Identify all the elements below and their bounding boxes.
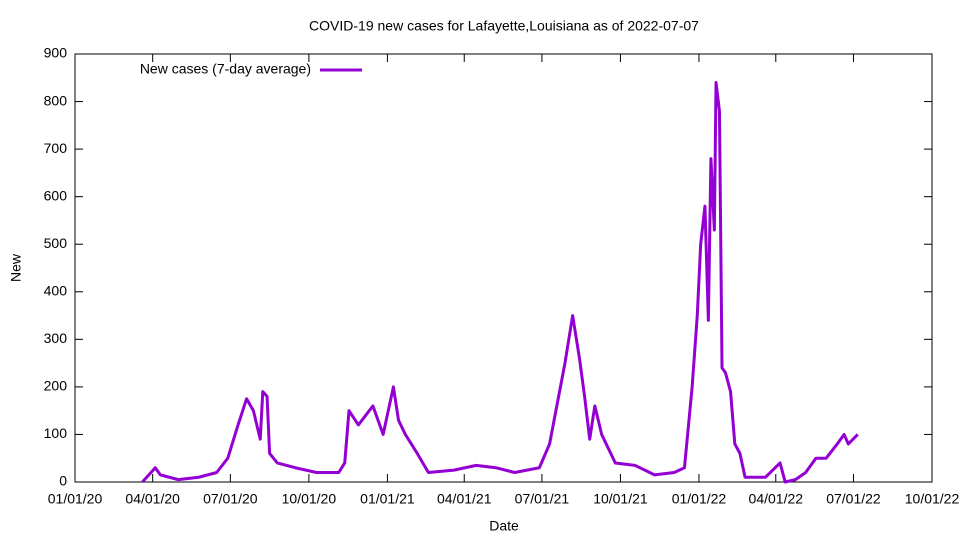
x-tick-label: 04/01/21 xyxy=(437,491,492,507)
y-tick-label: 600 xyxy=(44,187,68,203)
y-tick-label: 800 xyxy=(44,92,68,108)
y-tick-label: 0 xyxy=(59,473,67,489)
x-tick-label: 10/01/21 xyxy=(593,491,648,507)
y-tick-label: 900 xyxy=(44,45,68,61)
y-axis-label: New xyxy=(8,253,24,282)
x-tick-label: 10/01/22 xyxy=(905,491,960,507)
x-tick-label: 10/01/20 xyxy=(282,491,337,507)
y-tick-label: 500 xyxy=(44,235,68,251)
x-tick-label: 04/01/20 xyxy=(125,491,180,507)
data-line xyxy=(141,81,859,484)
y-tick-label: 700 xyxy=(44,140,68,156)
plot-frame xyxy=(74,53,933,483)
x-axis-label: Date xyxy=(489,518,519,534)
x-tick-label: 01/01/21 xyxy=(360,491,415,507)
y-tick-label: 100 xyxy=(44,425,68,441)
y-tick-label: 200 xyxy=(44,378,68,394)
legend-label: New cases (7-day average) xyxy=(140,61,311,77)
x-tick-label: 07/01/21 xyxy=(515,491,570,507)
x-tick-label: 07/01/20 xyxy=(203,491,258,507)
y-tick-label: 300 xyxy=(44,330,68,346)
x-tick-label: 04/01/22 xyxy=(749,491,804,507)
chart-title: COVID-19 new cases for Lafayette,Louisia… xyxy=(309,18,699,34)
x-tick-label: 01/01/22 xyxy=(672,491,727,507)
y-tick-label: 400 xyxy=(44,282,68,298)
x-tick-label: 01/01/20 xyxy=(48,491,103,507)
x-tick-label: 07/01/22 xyxy=(826,491,881,507)
